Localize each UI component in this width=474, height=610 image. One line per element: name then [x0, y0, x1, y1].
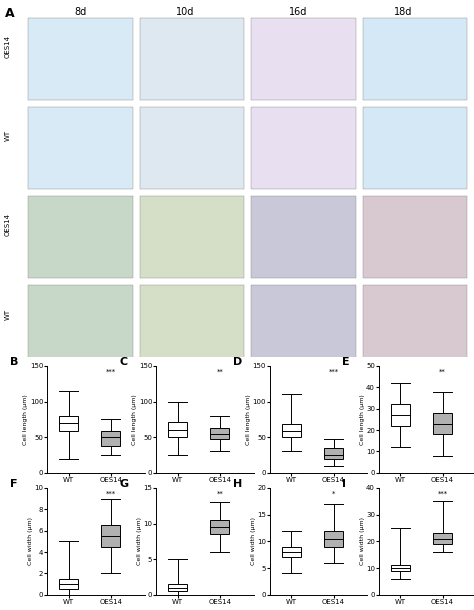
Text: 10d: 10d: [176, 7, 194, 17]
Bar: [251, 107, 356, 189]
Bar: [210, 428, 229, 439]
Bar: [140, 196, 244, 278]
Bar: [28, 196, 133, 278]
Text: OES14: OES14: [5, 35, 11, 58]
Text: ***: ***: [106, 491, 116, 497]
Y-axis label: Cell width (μm): Cell width (μm): [251, 517, 255, 565]
Text: 18d: 18d: [394, 7, 412, 17]
Bar: [210, 520, 229, 534]
Text: OES14: OES14: [5, 214, 11, 236]
Bar: [59, 416, 78, 431]
Text: *: *: [332, 491, 335, 497]
Text: H: H: [233, 479, 243, 489]
Text: B: B: [10, 357, 19, 367]
Text: 8d: 8d: [74, 7, 87, 17]
Bar: [363, 18, 467, 100]
Bar: [101, 431, 120, 446]
Bar: [251, 285, 356, 368]
Bar: [282, 425, 301, 437]
Bar: [433, 413, 452, 434]
Bar: [324, 448, 343, 459]
Y-axis label: Cell length (μm): Cell length (μm): [246, 394, 251, 445]
Text: **: **: [439, 369, 446, 375]
Text: C: C: [119, 357, 128, 367]
Bar: [140, 18, 244, 100]
Y-axis label: Cell length (μm): Cell length (μm): [360, 394, 365, 445]
Text: **: **: [217, 491, 223, 497]
Bar: [391, 404, 410, 426]
Y-axis label: Cell width (μm): Cell width (μm): [28, 517, 33, 565]
Bar: [251, 18, 356, 100]
Text: D: D: [233, 357, 243, 367]
Bar: [28, 107, 133, 189]
Bar: [324, 531, 343, 547]
Text: WT: WT: [5, 309, 11, 320]
Text: ***: ***: [438, 491, 447, 497]
Bar: [363, 285, 467, 368]
Text: ***: ***: [106, 369, 116, 375]
Bar: [433, 533, 452, 544]
Y-axis label: Cell width (μm): Cell width (μm): [360, 517, 365, 565]
Y-axis label: Cell length (μm): Cell length (μm): [132, 394, 137, 445]
Text: WT: WT: [5, 130, 11, 141]
Text: G: G: [119, 479, 128, 489]
Y-axis label: Cell width (μm): Cell width (μm): [137, 517, 142, 565]
Bar: [140, 285, 244, 368]
Bar: [59, 579, 78, 589]
Bar: [282, 547, 301, 558]
Bar: [391, 565, 410, 571]
Text: I: I: [342, 479, 346, 489]
Text: A: A: [5, 7, 14, 20]
Bar: [168, 584, 187, 591]
Bar: [363, 196, 467, 278]
Bar: [140, 107, 244, 189]
Text: F: F: [10, 479, 18, 489]
Bar: [251, 196, 356, 278]
Bar: [28, 18, 133, 100]
Bar: [168, 422, 187, 437]
Y-axis label: Cell length (μm): Cell length (μm): [23, 394, 28, 445]
Bar: [101, 525, 120, 547]
Bar: [363, 107, 467, 189]
Text: ***: ***: [328, 369, 338, 375]
Text: **: **: [217, 369, 223, 375]
Bar: [28, 285, 133, 368]
Text: E: E: [342, 357, 350, 367]
Text: 16d: 16d: [290, 7, 308, 17]
